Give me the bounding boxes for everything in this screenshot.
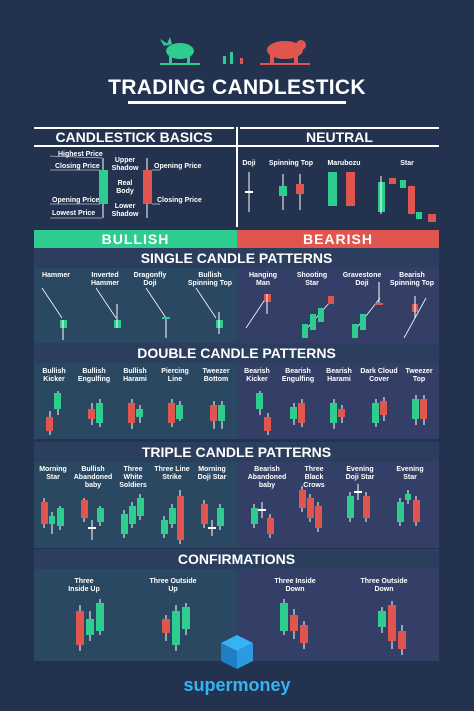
bull-icon — [160, 37, 200, 65]
pattern-label: Morning Doji Star — [197, 466, 227, 481]
pattern-label: Three Black Crows — [303, 466, 325, 489]
page-title: TRADING CANDLESTICK — [108, 76, 366, 99]
basics-label: Opening Price — [154, 163, 202, 170]
pattern-label: Evening Doji Star — [345, 466, 375, 481]
pattern-label: Gravestone Doji — [342, 272, 382, 287]
neutral-label: Star — [400, 160, 414, 167]
neutral-candles — [245, 172, 436, 222]
pattern-label: Three Inside Up — [68, 578, 100, 593]
title-underline — [128, 101, 346, 104]
divider — [236, 127, 238, 227]
neutral-title: NEUTRAL — [306, 129, 373, 145]
pattern-label: Shooting Star — [296, 272, 328, 287]
pattern-label: Dragonfly Doji — [133, 272, 167, 287]
basics-label: Lower Shadow — [111, 203, 139, 218]
pattern-label: Bearish Kicker — [244, 368, 270, 383]
confirm-bullish-panel — [34, 569, 237, 661]
pattern-label: Evening Star — [396, 466, 424, 481]
pattern-label: Dark Cloud Cover — [360, 368, 398, 383]
neutral-label: Spinning Top — [268, 160, 314, 167]
triple-candles — [41, 484, 420, 544]
divider — [34, 127, 234, 129]
double-bullish-panel — [34, 363, 237, 439]
pattern-label: Bearish Abandoned baby — [247, 466, 287, 489]
basics-label: Closing Price — [55, 163, 100, 170]
pattern-label: Three White Soldiers — [119, 466, 147, 489]
basics-label: Highest Price — [58, 151, 103, 158]
basics-label: Upper Shadow — [111, 157, 139, 172]
basics-label: Closing Price — [157, 197, 202, 204]
pattern-label: Tweezer Top — [405, 368, 433, 383]
basics-label: Real Body — [116, 180, 134, 195]
pattern-label: Three Outside Up — [149, 578, 197, 593]
basics-candles — [50, 155, 160, 219]
bullish-header: BULLISH — [34, 230, 237, 248]
pattern-label: Inverted Hammer — [90, 272, 119, 287]
basics-label: Lowest Price — [52, 210, 96, 217]
basics-label: Opening Price — [52, 197, 100, 204]
pattern-label: Bullish Spinning Top — [187, 272, 233, 287]
pattern-label: Piercing Line — [161, 368, 189, 383]
pattern-label: Bearish Spinning Top — [389, 272, 435, 287]
pattern-label: Three Line Strike — [154, 466, 190, 481]
pattern-label: Hammer — [41, 272, 70, 279]
bearish-header: BEARISH — [237, 230, 439, 248]
single-bullish-panel — [34, 268, 237, 344]
single-candles — [41, 282, 427, 340]
pattern-label: Three Inside Down — [274, 578, 316, 593]
single-bearish-panel — [237, 268, 439, 344]
bull-bear-illustration — [160, 37, 310, 65]
pattern-label: Bullish Harami — [123, 368, 147, 383]
neutral-label: Doji — [242, 160, 256, 167]
pattern-label: Bullish Kicker — [42, 368, 66, 383]
pattern-label: Hanging Man — [249, 272, 277, 287]
pattern-label: Three Outside Down — [360, 578, 408, 593]
single-patterns-title: SINGLE CANDLE PATTERNS — [34, 248, 439, 268]
pattern-label: Morning Star — [39, 466, 67, 481]
pattern-label: Tweezer Bottom — [202, 368, 230, 383]
brand-name: supermoney — [183, 675, 291, 695]
divider — [240, 127, 439, 129]
pattern-label: Bullish Engulfing — [77, 368, 111, 383]
bear-icon — [260, 40, 310, 65]
triple-patterns-title: TRIPLE CANDLE PATTERNS — [34, 442, 439, 462]
pattern-label: Bullish Abandoned baby — [73, 466, 113, 489]
double-candles — [46, 391, 427, 435]
supermoney-logo-icon — [221, 635, 253, 669]
confirmations-title: CONFIRMATIONS — [34, 549, 439, 569]
double-patterns-title: DOUBLE CANDLE PATTERNS — [34, 343, 439, 363]
pattern-label: Bearish Engulfing — [281, 368, 315, 383]
neutral-label: Marubozu — [327, 160, 361, 167]
confirm-candles — [76, 599, 406, 655]
pattern-label: Bearish Harami — [326, 368, 352, 383]
basics-title: CANDLESTICK BASICS — [55, 129, 213, 145]
